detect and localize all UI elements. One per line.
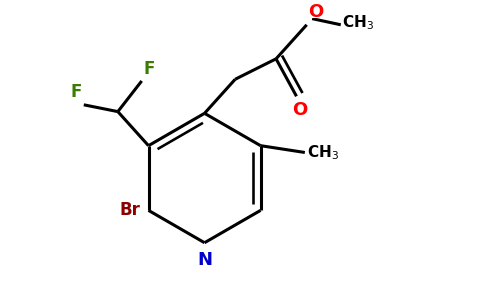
Text: O: O <box>292 101 307 119</box>
Text: O: O <box>308 3 324 21</box>
Text: F: F <box>143 60 155 78</box>
Text: Br: Br <box>119 201 140 219</box>
Text: F: F <box>71 83 82 101</box>
Text: CH$_3$: CH$_3$ <box>306 143 338 162</box>
Text: CH$_3$: CH$_3$ <box>343 14 375 32</box>
Text: N: N <box>197 251 212 269</box>
